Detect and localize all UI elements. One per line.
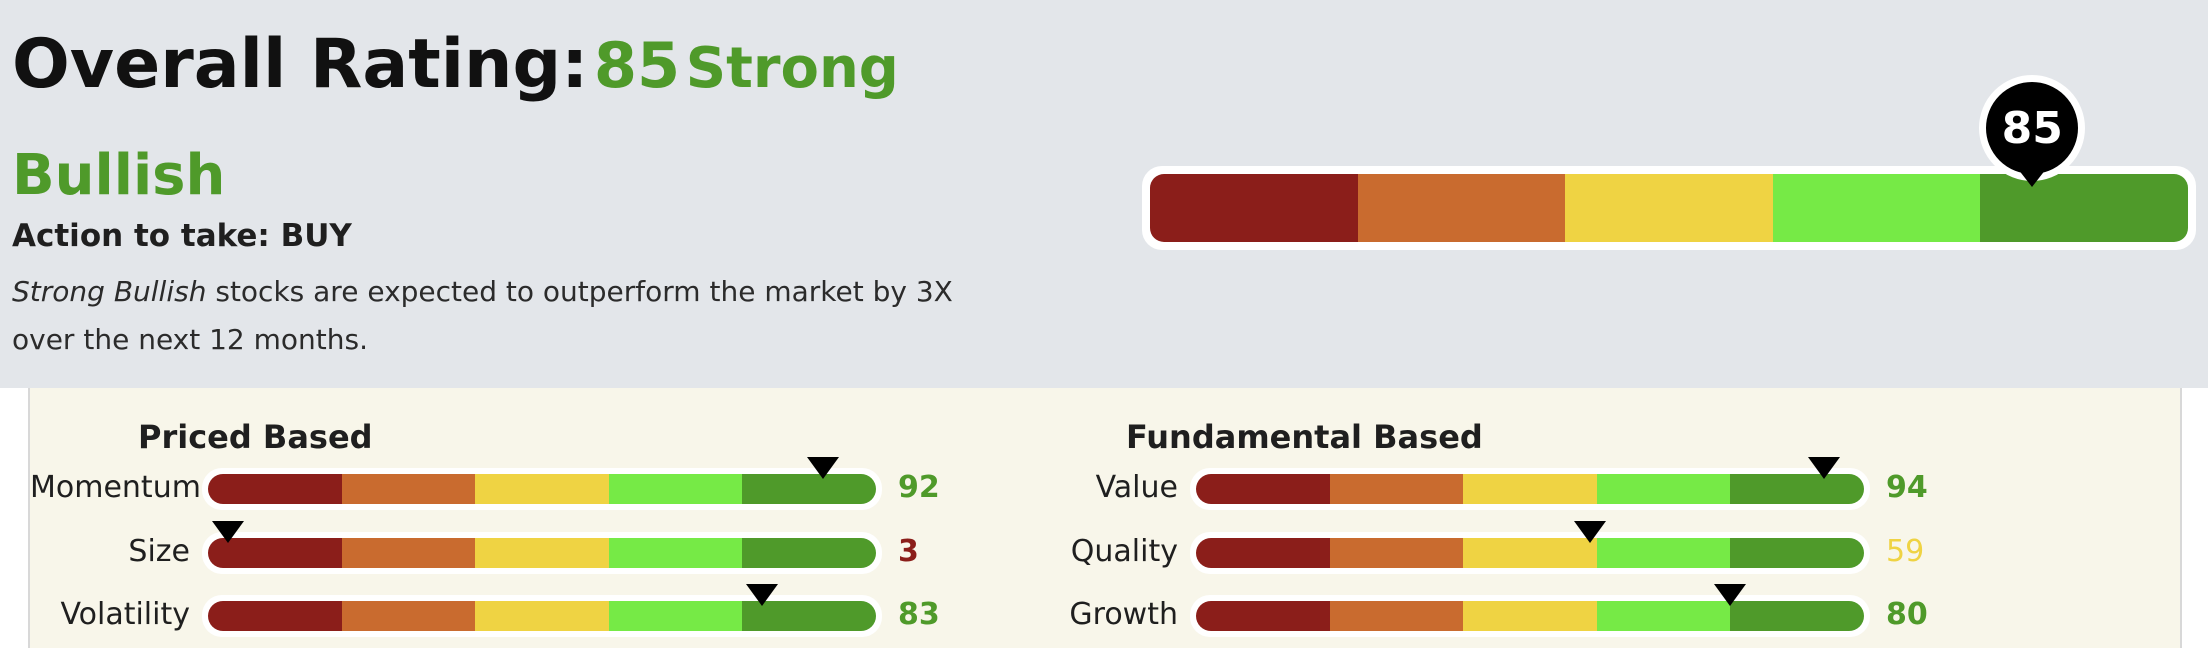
factor-marker-growth: [1714, 584, 1747, 606]
factor-gauge-segment-2: [341, 538, 476, 568]
factor-marker-volatility: [746, 584, 779, 606]
factor-gauge-segment-1: [208, 601, 342, 631]
factor-gauge-segment-2: [1329, 474, 1464, 504]
factor-label-value: Value: [1095, 470, 1178, 505]
overall-rating-heading: Overall Rating: 85 Strong Bullish: [12, 18, 952, 236]
factor-label-size: Size: [128, 534, 190, 569]
factor-gauge-segment-4: [608, 601, 743, 631]
factor-gauge-track: [1196, 601, 1864, 631]
description-emphasis: Strong Bullish: [12, 275, 207, 308]
factor-gauge-track: [1196, 538, 1864, 568]
factor-gauge-segment-3: [1463, 474, 1597, 504]
factor-gauge-segment-4: [1596, 601, 1731, 631]
factor-gauge-segment-3: [1463, 538, 1597, 568]
factor-score-growth: 80: [1886, 597, 1928, 632]
rating-verdict: Strong Bullish: [12, 36, 899, 208]
factor-gauge-segment-4: [608, 538, 743, 568]
factor-gauge-growth: [1190, 584, 1870, 637]
factor-gauge-segment-3: [1463, 601, 1597, 631]
factor-row-volatility: Volatility 83: [30, 584, 990, 637]
rating-score: 85: [593, 29, 681, 102]
factor-gauge-segment-5: [742, 474, 876, 504]
factor-gauge-track: [208, 601, 876, 631]
factor-gauge-segment-5: [742, 538, 876, 568]
factor-gauge-segment-5: [742, 601, 876, 631]
factor-gauge-size: [202, 521, 882, 574]
gauge-segment-neutral: [1565, 174, 1773, 242]
factor-row-value: Value 94: [1018, 457, 1978, 510]
rating-label: Overall Rating:: [12, 25, 589, 104]
factor-marker-momentum: [806, 457, 839, 479]
description-text: stocks are expected to outperform the ma…: [12, 275, 953, 356]
factor-marker-value: [1807, 457, 1840, 479]
factor-gauge-momentum: [202, 457, 882, 510]
gauge-pointer-tip: [2018, 169, 2047, 187]
factor-gauge-track: [208, 474, 876, 504]
factor-label-quality: Quality: [1070, 534, 1178, 569]
factor-score-size: 3: [898, 534, 919, 569]
factor-gauge-segment-1: [208, 538, 342, 568]
factor-gauge-segment-5: [1730, 601, 1864, 631]
factor-gauge-segment-3: [475, 601, 609, 631]
factor-gauge-segment-2: [341, 474, 476, 504]
factor-gauge-segment-3: [475, 538, 609, 568]
factor-gauge-volatility: [202, 584, 882, 637]
overall-rating-panel: Overall Rating: 85 Strong Bullish Action…: [0, 0, 2208, 388]
factor-gauge-segment-2: [1329, 601, 1464, 631]
gauge-segment-bearish: [1357, 174, 1566, 242]
factor-gauge-segment-2: [341, 601, 476, 631]
factor-gauge-segment-1: [1196, 474, 1330, 504]
factor-score-volatility: 83: [898, 597, 940, 632]
factor-row-size: Size 3: [30, 521, 990, 574]
fundamental-based-title: Fundamental Based: [1126, 418, 1483, 456]
factor-label-growth: Growth: [1069, 597, 1178, 632]
factor-breakdown-panel: Priced Based Fundamental Based Momentum 9…: [28, 388, 2182, 648]
gauge-track: [1150, 174, 2188, 242]
factor-gauge-segment-2: [1329, 538, 1464, 568]
factor-score-value: 94: [1886, 470, 1928, 505]
factor-row-momentum: Momentum 92: [30, 457, 990, 510]
factor-label-momentum: Momentum: [30, 470, 201, 505]
overall-rating-gauge: [1142, 166, 2196, 250]
gauge-pointer: 85: [1979, 75, 2086, 187]
factor-label-volatility: Volatility: [60, 597, 190, 632]
factor-gauge-track: [208, 538, 876, 568]
factor-gauge-segment-4: [1596, 474, 1731, 504]
factor-score-quality: 59: [1886, 534, 1925, 569]
factor-gauge-segment-1: [1196, 538, 1330, 568]
factor-gauge-segment-1: [208, 474, 342, 504]
factor-gauge-segment-1: [1196, 601, 1330, 631]
factor-marker-size: [212, 521, 245, 543]
factor-gauge-segment-5: [1730, 474, 1864, 504]
price-based-title: Priced Based: [138, 418, 373, 456]
action-to-take: Action to take: BUY: [12, 218, 352, 254]
factor-score-momentum: 92: [898, 470, 940, 505]
factor-gauge-segment-5: [1730, 538, 1864, 568]
gauge-pointer-value: 85: [1979, 75, 2086, 181]
factor-row-quality: Quality 59: [1018, 521, 1978, 574]
factor-gauge-segment-3: [475, 474, 609, 504]
gauge-segment-bullish: [1772, 174, 1981, 242]
rating-description: Strong Bullish stocks are expected to ou…: [12, 268, 1012, 364]
factor-gauge-segment-4: [1596, 538, 1731, 568]
factor-marker-quality: [1574, 521, 1607, 543]
gauge-segment-strong-bearish: [1150, 174, 1358, 242]
factor-gauge-segment-4: [608, 474, 743, 504]
factor-gauge-value: [1190, 457, 1870, 510]
factor-gauge-track: [1196, 474, 1864, 504]
factor-row-growth: Growth 80: [1018, 584, 1978, 637]
factor-gauge-quality: [1190, 521, 1870, 574]
gauge-segment-strong-bullish: [1980, 174, 2188, 242]
